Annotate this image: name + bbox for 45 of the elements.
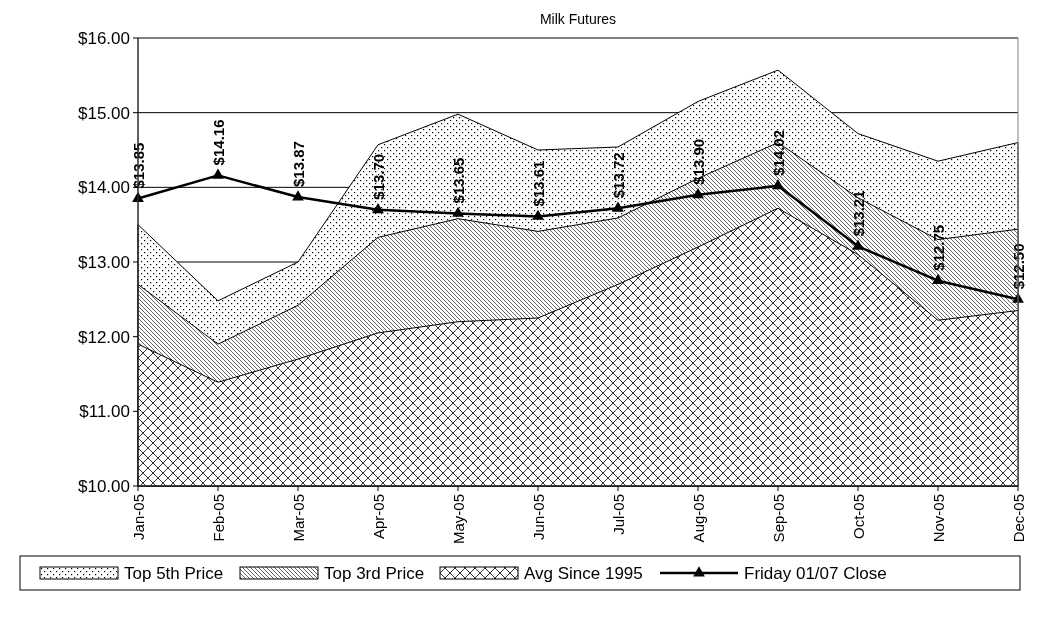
point bbox=[372, 202, 384, 214]
x-tick-label: Dec-05 bbox=[1010, 494, 1027, 543]
y-tick-label: $13.00 bbox=[78, 252, 130, 272]
x-tick-label: Oct-05 bbox=[850, 494, 867, 540]
x-tick-label: May-05 bbox=[450, 494, 467, 545]
point bbox=[532, 209, 544, 220]
point bbox=[212, 168, 224, 179]
y-tick-label: $14.00 bbox=[78, 178, 130, 198]
point bbox=[772, 179, 784, 190]
x-tick-label: Apr-05 bbox=[370, 494, 387, 540]
data-label: $13.72 bbox=[610, 152, 627, 199]
data-label: $13.90 bbox=[690, 138, 707, 185]
legend-label: Top 3rd Price bbox=[324, 563, 425, 583]
x-tick-label: Mar-05 bbox=[290, 494, 307, 542]
x-tick-label: Jun-05 bbox=[530, 494, 547, 540]
point bbox=[292, 190, 304, 201]
y-tick-label: $15.00 bbox=[78, 103, 130, 123]
y-tick-label: $11.00 bbox=[79, 402, 130, 422]
data-label: $13.65 bbox=[450, 157, 467, 204]
data-label: $13.21 bbox=[850, 190, 867, 237]
legend-label: Friday 01/07 Close bbox=[744, 563, 887, 583]
point bbox=[612, 201, 624, 212]
x-tick-label: Nov-05 bbox=[930, 494, 947, 543]
point bbox=[692, 188, 704, 199]
chart-title: Milk Futures bbox=[539, 11, 617, 27]
data-label: $13.85 bbox=[130, 142, 147, 189]
x-tick-label: Feb-05 bbox=[210, 494, 227, 542]
x-tick-label: Jul-05 bbox=[610, 494, 627, 535]
data-label: $13.61 bbox=[530, 160, 547, 207]
data-label: $12.75 bbox=[930, 224, 947, 271]
x-tick-label: Sep-05 bbox=[770, 494, 787, 543]
x-tick-label: Jan-05 bbox=[130, 494, 147, 540]
data-label: $14.02 bbox=[770, 129, 787, 176]
y-tick-label: $10.00 bbox=[78, 476, 130, 496]
data-label: $14.16 bbox=[210, 119, 227, 166]
point bbox=[932, 273, 944, 285]
point bbox=[452, 206, 464, 217]
legend-label: Avg Since 1995 bbox=[524, 563, 643, 583]
point bbox=[852, 239, 864, 250]
y-tick-label: $12.00 bbox=[78, 327, 130, 347]
data-label: $13.87 bbox=[290, 141, 307, 188]
data-label: $12.50 bbox=[1010, 243, 1027, 290]
legend-label: Top 5th Price bbox=[124, 563, 224, 583]
x-tick-label: Aug-05 bbox=[690, 494, 707, 543]
y-tick-label: $16.00 bbox=[78, 28, 130, 48]
